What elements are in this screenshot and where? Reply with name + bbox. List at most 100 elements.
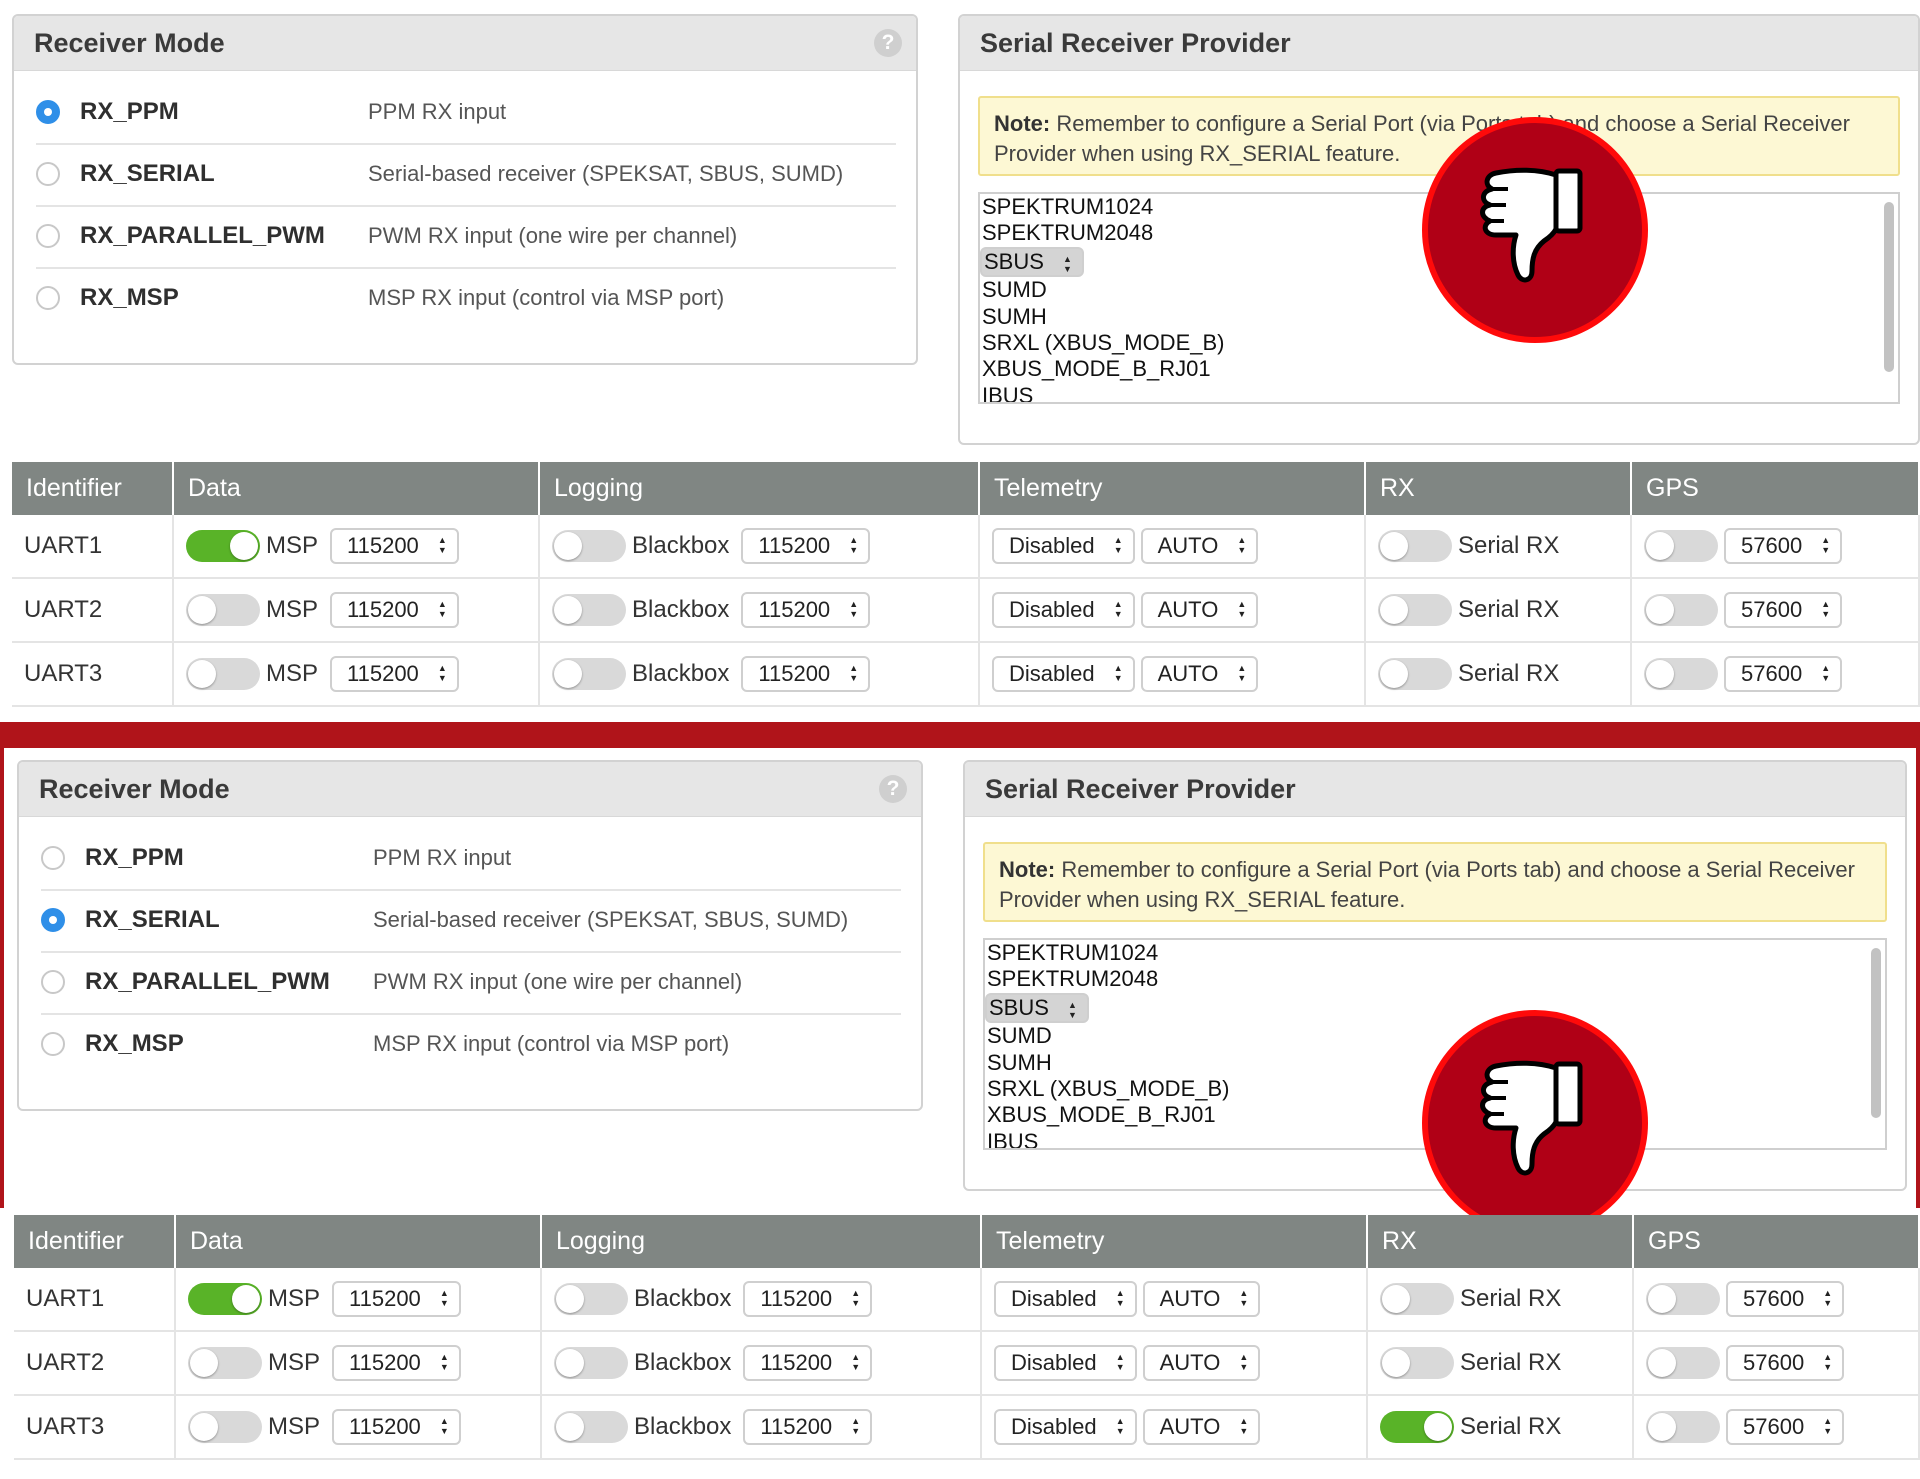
note-label: Note: bbox=[999, 857, 1056, 882]
mode-radio[interactable] bbox=[36, 162, 60, 186]
provider-option[interactable]: IBUS bbox=[982, 382, 1034, 404]
provider-option[interactable]: SPEKTRUM1024 bbox=[982, 194, 1154, 219]
listbox-scrollbar[interactable] bbox=[1884, 202, 1894, 372]
blackbox-baud-select[interactable]: 115200 bbox=[743, 1409, 873, 1445]
serial-rx-toggle[interactable] bbox=[1380, 1283, 1454, 1315]
gps-baud-select[interactable]: 57600 bbox=[1726, 1345, 1845, 1381]
mode-option-rx-parallel-pwm[interactable]: RX_PARALLEL_PWM PWM RX input (one wire p… bbox=[41, 953, 901, 1015]
gps-baud-select[interactable]: 57600 bbox=[1724, 656, 1843, 692]
ports-table: Identifier Data Logging Telemetry RX GPS… bbox=[14, 1215, 1920, 1460]
mode-radio[interactable] bbox=[36, 224, 60, 248]
listbox-scrollbar[interactable] bbox=[1871, 948, 1881, 1118]
blackbox-baud-select[interactable]: 115200 bbox=[741, 592, 871, 628]
help-icon[interactable]: ? bbox=[879, 775, 907, 803]
provider-option[interactable]: SUMD bbox=[982, 277, 1047, 303]
provider-option[interactable]: SUMD bbox=[987, 1023, 1052, 1049]
provider-option[interactable]: SBUS bbox=[985, 992, 1089, 1024]
gps-toggle[interactable] bbox=[1646, 1283, 1720, 1315]
blackbox-baud-select[interactable]: 115200 bbox=[741, 528, 871, 564]
msp-label: MSP bbox=[266, 532, 319, 559]
serial-rx-toggle[interactable] bbox=[1378, 658, 1452, 690]
mode-radio[interactable] bbox=[41, 1032, 65, 1056]
msp-toggle[interactable] bbox=[186, 658, 260, 690]
telemetry-baud-select[interactable]: AUTO bbox=[1142, 1345, 1261, 1381]
gps-toggle[interactable] bbox=[1644, 658, 1718, 690]
provider-option[interactable]: IBUS bbox=[987, 1128, 1039, 1150]
msp-baud-select[interactable]: 115200 bbox=[332, 1409, 461, 1445]
blackbox-baud-select[interactable]: 115200 bbox=[741, 656, 871, 692]
mode-option-rx-msp[interactable]: RX_MSP MSP RX input (control via MSP por… bbox=[41, 1015, 901, 1075]
blackbox-toggle[interactable] bbox=[552, 594, 626, 626]
gps-baud-select[interactable]: 57600 bbox=[1724, 528, 1843, 564]
msp-baud-select[interactable]: 115200 bbox=[330, 592, 459, 628]
blackbox-toggle[interactable] bbox=[552, 658, 626, 690]
blackbox-toggle[interactable] bbox=[554, 1411, 628, 1443]
mode-option-rx-msp[interactable]: RX_MSP MSP RX input (control via MSP por… bbox=[36, 269, 896, 329]
mode-option-rx-parallel-pwm[interactable]: RX_PARALLEL_PWM PWM RX input (one wire p… bbox=[36, 207, 896, 269]
telemetry-select[interactable]: Disabled bbox=[994, 1281, 1137, 1317]
thumbs-down-icon bbox=[1422, 117, 1648, 343]
mode-option-rx-ppm[interactable]: RX_PPM PPM RX input bbox=[41, 829, 901, 891]
msp-baud-select[interactable]: 115200 bbox=[330, 528, 459, 564]
telemetry-select[interactable]: Disabled bbox=[994, 1345, 1137, 1381]
gps-toggle[interactable] bbox=[1646, 1347, 1720, 1379]
msp-toggle[interactable] bbox=[186, 594, 260, 626]
receiver-mode-header: Receiver Mode ? bbox=[19, 762, 921, 817]
gps-toggle[interactable] bbox=[1646, 1411, 1720, 1443]
mode-radio[interactable] bbox=[41, 846, 65, 870]
provider-option[interactable]: XBUS_MODE_B_RJ01 bbox=[982, 356, 1211, 382]
gps-baud-select[interactable]: 57600 bbox=[1724, 592, 1843, 628]
mode-option-rx-serial[interactable]: RX_SERIAL Serial-based receiver (SPEKSAT… bbox=[41, 891, 901, 953]
telemetry-select[interactable]: Disabled bbox=[992, 592, 1135, 628]
receiver-mode-panel: Receiver Mode ? RX_PPM PPM RX input RX_S… bbox=[17, 760, 923, 1111]
msp-baud-select[interactable]: 115200 bbox=[330, 656, 459, 692]
blackbox-baud-select[interactable]: 115200 bbox=[743, 1281, 873, 1317]
telemetry-baud-select[interactable]: AUTO bbox=[1140, 656, 1259, 692]
provider-option[interactable]: SPEKTRUM2048 bbox=[987, 966, 1159, 992]
mode-radio[interactable] bbox=[36, 286, 60, 310]
provider-option[interactable]: SRXL (XBUS_MODE_B) bbox=[982, 329, 1225, 355]
mode-radio[interactable] bbox=[36, 100, 60, 124]
provider-option[interactable]: XBUS_MODE_B_RJ01 bbox=[987, 1102, 1216, 1128]
blackbox-baud-select[interactable]: 115200 bbox=[743, 1345, 873, 1381]
mode-option-rx-ppm[interactable]: RX_PPM PPM RX input bbox=[36, 83, 896, 145]
provider-option[interactable]: SUMH bbox=[982, 303, 1047, 329]
msp-toggle[interactable] bbox=[186, 530, 260, 562]
provider-option[interactable]: SRXL (XBUS_MODE_B) bbox=[987, 1075, 1230, 1101]
serial-rx-toggle[interactable] bbox=[1378, 594, 1452, 626]
msp-toggle[interactable] bbox=[188, 1283, 262, 1315]
msp-baud-select[interactable]: 115200 bbox=[332, 1345, 461, 1381]
data-cell: MSP 115200 bbox=[173, 642, 540, 707]
msp-toggle[interactable] bbox=[188, 1411, 262, 1443]
serial-rx-toggle[interactable] bbox=[1378, 530, 1452, 562]
telemetry-baud-select[interactable]: AUTO bbox=[1140, 592, 1259, 628]
blackbox-toggle[interactable] bbox=[552, 530, 626, 562]
help-icon[interactable]: ? bbox=[874, 29, 902, 57]
msp-baud-select[interactable]: 115200 bbox=[332, 1281, 461, 1317]
serial-rx-toggle[interactable] bbox=[1380, 1347, 1454, 1379]
msp-toggle[interactable] bbox=[188, 1347, 262, 1379]
blackbox-toggle[interactable] bbox=[554, 1347, 628, 1379]
mode-option-rx-serial[interactable]: RX_SERIAL Serial-based receiver (SPEKSAT… bbox=[36, 145, 896, 207]
msp-label: MSP bbox=[268, 1349, 321, 1376]
provider-option[interactable]: SBUS bbox=[980, 246, 1084, 278]
telemetry-select[interactable]: Disabled bbox=[992, 656, 1135, 692]
gps-baud-select[interactable]: 57600 bbox=[1726, 1409, 1845, 1445]
telemetry-baud-select[interactable]: AUTO bbox=[1142, 1409, 1261, 1445]
mode-radio[interactable] bbox=[41, 970, 65, 994]
note-box: Note: Remember to configure a Serial Por… bbox=[983, 842, 1887, 922]
gps-toggle[interactable] bbox=[1644, 594, 1718, 626]
provider-option[interactable]: SPEKTRUM1024 bbox=[987, 940, 1159, 965]
telemetry-select[interactable]: Disabled bbox=[994, 1409, 1137, 1445]
provider-option[interactable]: SUMH bbox=[987, 1049, 1052, 1075]
telemetry-baud-select[interactable]: AUTO bbox=[1142, 1281, 1261, 1317]
mode-radio[interactable] bbox=[41, 908, 65, 932]
blackbox-toggle[interactable] bbox=[554, 1283, 628, 1315]
serial-rx-toggle[interactable] bbox=[1380, 1411, 1454, 1443]
logging-cell: Blackbox 115200 bbox=[541, 1331, 982, 1396]
gps-baud-select[interactable]: 57600 bbox=[1726, 1281, 1845, 1317]
provider-option[interactable]: SPEKTRUM2048 bbox=[982, 220, 1154, 246]
gps-toggle[interactable] bbox=[1644, 530, 1718, 562]
telemetry-select[interactable]: Disabled bbox=[992, 528, 1135, 564]
telemetry-baud-select[interactable]: AUTO bbox=[1140, 528, 1259, 564]
